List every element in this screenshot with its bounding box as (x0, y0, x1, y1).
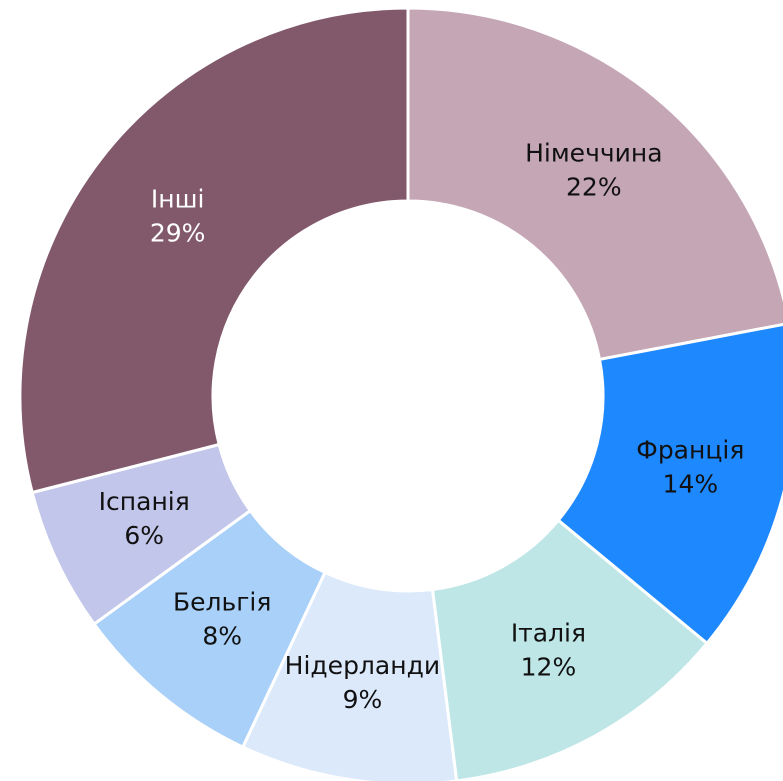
slice-value-label: 8% (202, 622, 242, 651)
slice (556, 322, 783, 646)
slice-label: Італія (511, 618, 586, 647)
slice-label: Іспанія (99, 487, 190, 516)
slice-value-label: 12% (521, 652, 577, 681)
slice-value-label: 22% (566, 172, 622, 201)
slice (406, 6, 783, 362)
slice-label: Бельгія (173, 588, 271, 617)
slice-label: Нідерланди (285, 651, 440, 680)
slice-value-label: 14% (663, 469, 719, 498)
slice (18, 6, 410, 495)
slice-label: Німеччина (525, 138, 662, 167)
slice-value-label: 29% (150, 218, 206, 247)
slice (430, 518, 710, 781)
slice-label: Франція (636, 435, 744, 464)
slice-label: Інші (151, 184, 205, 213)
slice-value-label: 6% (124, 521, 164, 550)
slice-value-label: 9% (343, 685, 383, 714)
